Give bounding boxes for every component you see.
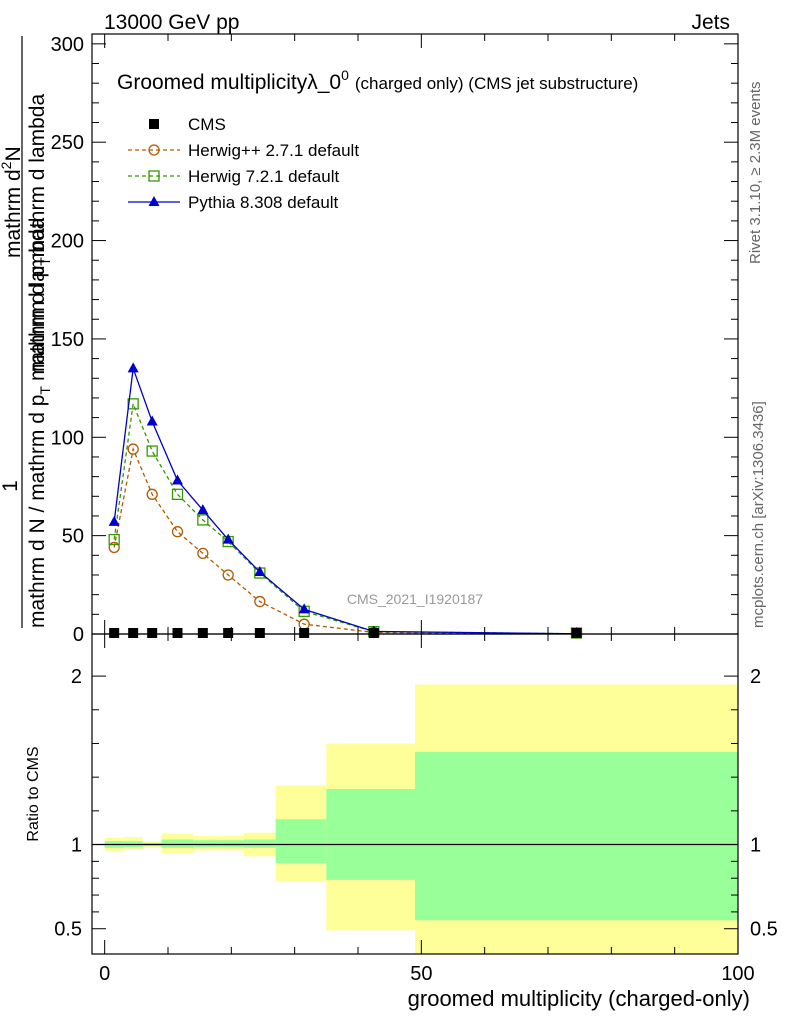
ylabel-side-top-tail: N bbox=[2, 146, 25, 161]
ylabel-side-top: mathrm d2N bbox=[0, 146, 25, 258]
data-point-pythia-8-308-default bbox=[298, 603, 310, 614]
ylabel-side-bottom: mathrm d pTmathrm d lambda bbox=[26, 94, 53, 372]
data-point-herwig-2-7-1-default bbox=[197, 547, 209, 559]
legend-label: Herwig++ 2.7.1 default bbox=[188, 141, 359, 160]
ratio-ylabel: Ratio to CMS bbox=[25, 746, 42, 841]
data-point-herwig-2-7-1-default bbox=[146, 488, 158, 500]
main-ytick-label: 50 bbox=[62, 526, 84, 548]
data-point-herwig-7-2-1-default bbox=[146, 445, 158, 457]
data-point-cms bbox=[254, 628, 265, 638]
watermark: CMS_2021_I1920187 bbox=[347, 591, 483, 607]
xtick-label: 100 bbox=[721, 963, 754, 985]
data-point-cms bbox=[109, 628, 120, 638]
ylabel-side-bottom-tail: mathrm d lambda bbox=[26, 94, 49, 258]
ratio-band-stat bbox=[244, 839, 276, 848]
data-point-pythia-8-308-default bbox=[222, 533, 234, 544]
ratio-ytick-label-right: 0.5 bbox=[750, 919, 778, 941]
series-line-herwig-2-7-1-default bbox=[113, 446, 577, 635]
ylabel-den-sub: T bbox=[37, 386, 53, 395]
ylabel-numerator: 1 bbox=[0, 480, 22, 492]
ratio-panel: 0.5 0.5 1 1 2 2 0 50 100 Ratio to CMS groomed m… bbox=[25, 633, 778, 1011]
data-point-pythia-8-308-default bbox=[127, 362, 139, 373]
ratio-ytick-label-right: 2 bbox=[750, 666, 761, 688]
ratio-ytick-label-right: 1 bbox=[750, 835, 761, 857]
data-point-pythia-8-308-default bbox=[146, 415, 158, 426]
data-point-herwig-2-7-1-default bbox=[254, 595, 266, 608]
ratio-band-stat bbox=[193, 840, 219, 848]
data-point-cms bbox=[299, 628, 310, 638]
main-ytick-label: 0 bbox=[73, 624, 84, 646]
ylabel-denominator: mathrm d N / mathrm d pTmathrm d lambda bbox=[26, 217, 53, 628]
data-point-herwig-7-2-1-default bbox=[108, 533, 120, 546]
ratio-band-stat bbox=[218, 840, 244, 848]
data-point-cms bbox=[172, 628, 183, 638]
legend-marker bbox=[148, 170, 160, 182]
legend-marker bbox=[149, 119, 159, 129]
main-title-text: Groomed multiplicityλ_0 bbox=[117, 71, 341, 94]
main-ytick-label: 300 bbox=[51, 34, 84, 56]
legend-marker bbox=[148, 144, 160, 156]
legend-label: CMS bbox=[188, 115, 226, 134]
ratio-band-stat bbox=[275, 819, 327, 864]
ylabel-den-main: mathrm d N / mathrm d p bbox=[26, 395, 49, 628]
main-title-suffix: (charged only) (CMS jet substructure) bbox=[355, 74, 638, 93]
header-right: Jets bbox=[691, 11, 730, 34]
data-point-pythia-8-308-default bbox=[108, 515, 120, 526]
legend: CMS Herwig++ 2.7.1 default Herwig 7.2.1 de… bbox=[128, 115, 359, 212]
side-source: mcplots.cern.ch [arXiv:1306.3436] bbox=[750, 401, 767, 628]
data-point-herwig-7-2-1-default bbox=[171, 488, 184, 500]
legend-marker bbox=[148, 196, 160, 206]
main-title: Groomed multiplicityλ_00 (charged only) (… bbox=[117, 67, 638, 94]
ylabel-side-bottom-main: mathrm d p bbox=[26, 266, 49, 372]
legend-label: Pythia 8.308 default bbox=[188, 193, 339, 212]
ylabel-side-top-main: mathrm d bbox=[2, 169, 25, 258]
ratio-ytick-label: 1 bbox=[71, 835, 82, 857]
main-ylabel: 1 mathrm d N / mathrm d pTmathrm d lambd… bbox=[0, 36, 53, 628]
header-left: 13000 GeV pp bbox=[104, 11, 239, 34]
data-point-herwig-2-7-1-default bbox=[171, 526, 184, 538]
series-line-herwig-7-2-1-default bbox=[113, 401, 577, 635]
xtick-label: 0 bbox=[99, 963, 110, 985]
xtick-label: 50 bbox=[410, 963, 432, 985]
main-title-sup: 0 bbox=[341, 67, 349, 83]
main-panel: 0 50 100 150 200 250 300 Groomed multiplicityλ… bbox=[0, 33, 739, 646]
data-point-herwig-2-7-1-default bbox=[127, 443, 139, 455]
ratio-band-stat bbox=[415, 751, 738, 921]
data-point-herwig-2-7-1-default bbox=[222, 569, 234, 581]
data-point-cms bbox=[223, 628, 234, 638]
data-point-cms bbox=[368, 628, 379, 638]
side-version: Rivet 3.1.10, ≥ 2.3M events bbox=[747, 82, 764, 265]
main-ytick-label: 150 bbox=[51, 329, 84, 351]
legend-label: Herwig 7.2.1 default bbox=[188, 167, 339, 186]
main-ytick-label: 200 bbox=[51, 231, 84, 253]
ylabel-side-top-sup: 2 bbox=[0, 161, 14, 169]
data-point-herwig-2-7-1-default bbox=[108, 541, 120, 554]
series-line-pythia-8-308-default bbox=[113, 368, 577, 635]
data-point-pythia-8-308-default bbox=[197, 504, 209, 515]
ratio-band-stat bbox=[161, 839, 194, 848]
data-point-pythia-8-308-default bbox=[172, 474, 183, 485]
data-point-herwig-7-2-1-default bbox=[197, 514, 209, 526]
ratio-frame bbox=[91, 633, 739, 955]
ylabel-den-tail: mathrm d lambda bbox=[26, 217, 49, 381]
data-point-cms bbox=[197, 628, 208, 638]
data-point-cms bbox=[147, 628, 158, 638]
xlabel: groomed multiplicity (charged-only) bbox=[408, 986, 750, 1011]
ylabel-side-bottom-sub: T bbox=[37, 257, 53, 266]
main-ytick-label: 250 bbox=[51, 132, 84, 154]
main-ytick-label: 100 bbox=[51, 427, 84, 449]
data-point-cms bbox=[128, 628, 139, 638]
ratio-ytick-label: 2 bbox=[71, 666, 82, 688]
data-point-pythia-8-308-default bbox=[254, 566, 266, 577]
ratio-ytick-label: 0.5 bbox=[54, 919, 82, 941]
ratio-band-stat bbox=[326, 788, 415, 880]
data-point-cms bbox=[571, 628, 582, 638]
